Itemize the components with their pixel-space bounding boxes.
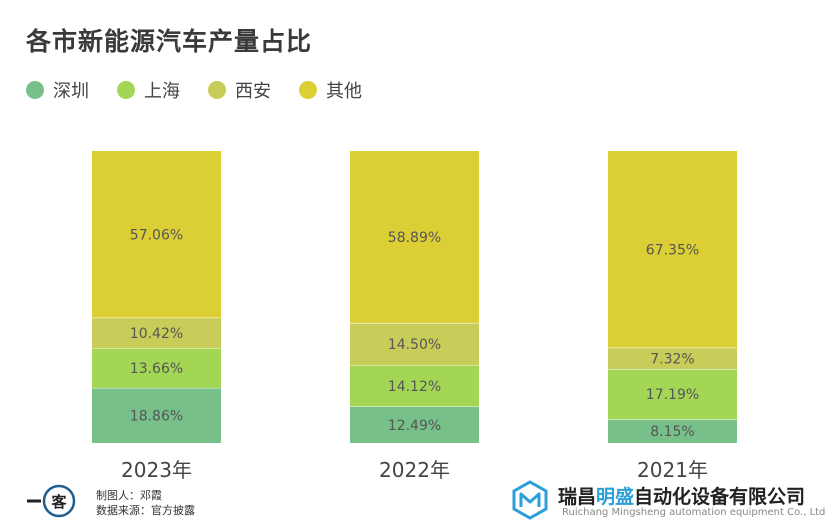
- category-label: 2022年: [379, 458, 450, 482]
- data-label: 7.32%: [650, 351, 694, 367]
- bar-segment: [608, 151, 737, 348]
- bar-segment: [350, 151, 479, 323]
- bar-segment: [92, 151, 221, 318]
- legend-label: 上海: [144, 81, 180, 102]
- legend-swatch: [26, 81, 44, 99]
- bar-segment: [350, 322, 479, 366]
- bar-segment: [608, 419, 737, 443]
- data-label: 17.19%: [646, 387, 699, 403]
- yike-logo: 客: [27, 484, 76, 518]
- data-label: 13.66%: [130, 361, 183, 377]
- bar-segment: [608, 369, 737, 420]
- data-label: 18.86%: [130, 408, 183, 424]
- bar-segment: [92, 317, 221, 349]
- data-label: 12.49%: [388, 418, 441, 434]
- legend-label: 西安: [235, 81, 271, 102]
- legend-label: 其他: [326, 81, 362, 102]
- legend-item-shanghai: 上海: [117, 77, 180, 103]
- data-label: 14.12%: [388, 379, 441, 395]
- data-label: 14.50%: [388, 337, 441, 353]
- category-label: 2021年: [637, 458, 708, 482]
- data-label: 8.15%: [650, 424, 694, 440]
- footer-credits: 制图人：邓霞 数据来源：官方披露: [96, 488, 195, 518]
- data-label: 10.42%: [130, 326, 183, 342]
- legend-item-other: 其他: [299, 77, 362, 103]
- data-label: 67.35%: [646, 242, 699, 258]
- legend-item-xian: 西安: [208, 77, 271, 103]
- legend-swatch: [117, 81, 135, 99]
- svg-text:客: 客: [50, 493, 67, 511]
- legend-swatch: [208, 81, 226, 99]
- brand-logo-icon: [512, 480, 548, 520]
- brand-watermark: 瑞昌明盛自动化设备有限公司 Ruichang Mingsheng automat…: [510, 480, 837, 524]
- bar-segment: [92, 387, 221, 443]
- chart-legend: 深圳 上海 西安 其他: [26, 78, 390, 102]
- brand-name-en: Ruichang Mingsheng automation equipment …: [562, 507, 826, 518]
- legend-swatch: [299, 81, 317, 99]
- bar-segment: [92, 348, 221, 388]
- maker-credit: 制图人：邓霞: [96, 489, 162, 502]
- category-label: 2023年: [121, 458, 192, 482]
- bar-segment: [350, 365, 479, 407]
- legend-label: 深圳: [53, 81, 89, 102]
- chart-title: 各市新能源汽车产量占比: [26, 27, 313, 56]
- data-label: 57.06%: [130, 227, 183, 243]
- data-label: 58.89%: [388, 230, 441, 246]
- bar-segment: [608, 347, 737, 370]
- legend-item-shenzhen: 深圳: [26, 77, 89, 103]
- brand-name: 瑞昌明盛自动化设备有限公司: [558, 486, 806, 508]
- bar-segment: [350, 406, 479, 443]
- data-source: 数据来源：官方披露: [96, 504, 195, 517]
